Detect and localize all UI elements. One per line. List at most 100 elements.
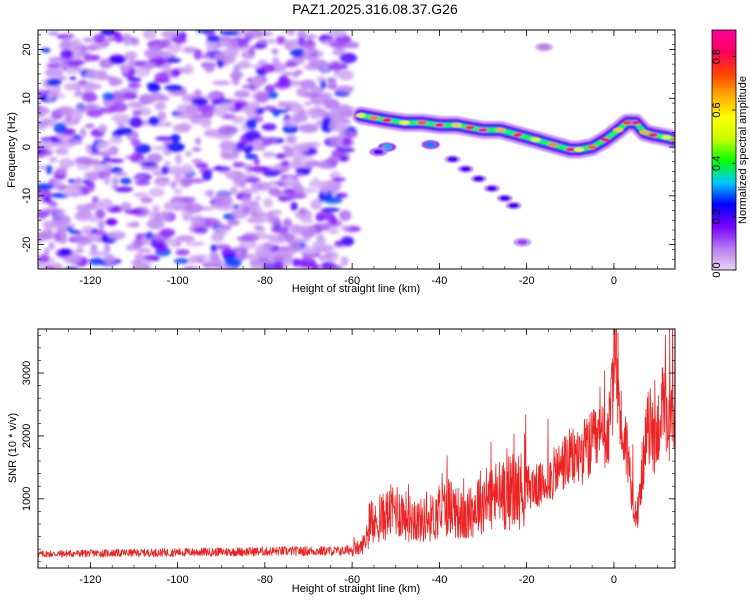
noise-blob	[206, 44, 218, 52]
noise-blob	[140, 196, 153, 204]
noise-blob	[298, 258, 317, 268]
x-tick-label: -60	[344, 574, 360, 586]
noise-blob	[88, 215, 100, 223]
x-tick-label: -20	[519, 574, 535, 586]
noise-blob	[103, 174, 111, 186]
noise-blob	[226, 219, 240, 226]
spectrogram-x-axis-label: Height of straight line (km)	[292, 283, 420, 295]
noise-blob	[139, 60, 147, 66]
isolated-blob	[539, 44, 550, 50]
noise-blob	[213, 226, 228, 237]
noise-blob	[344, 41, 360, 49]
colorbar-ticks: 0.0 0.2 0.4 0.6 0.8	[711, 49, 736, 278]
noise-blob	[291, 113, 309, 123]
noise-blob	[284, 61, 298, 68]
noise-blob	[271, 215, 281, 226]
noise-blob	[242, 199, 251, 207]
noise-blob	[191, 97, 209, 106]
noise-blob	[315, 211, 335, 221]
colorbar-tick-label: 0.8	[711, 49, 723, 64]
signal-hotspot	[434, 123, 445, 128]
noise-blob	[54, 147, 69, 155]
signal-hotspot	[512, 132, 523, 137]
y-tick-label: 1000	[21, 487, 33, 511]
noise-blob	[102, 162, 113, 173]
noise-blob	[109, 145, 119, 156]
noise-blob	[170, 133, 181, 143]
noise-blob	[125, 222, 140, 227]
noise-blob	[48, 57, 65, 64]
noise-blob	[160, 165, 170, 175]
noise-blob	[151, 44, 161, 49]
noise-blob	[43, 247, 50, 256]
noise-blob	[262, 151, 276, 158]
noise-blob	[245, 177, 261, 183]
y-tick-label: 0	[21, 144, 33, 150]
spectrogram-y-ticks: 20 10 0 -10 -20	[21, 34, 675, 270]
colorbar-tick-label: 0.0	[711, 262, 723, 277]
noise-blob	[140, 161, 158, 167]
noise-blob	[192, 147, 202, 152]
noise-blob	[91, 196, 99, 204]
noise-blob	[97, 140, 111, 147]
noise-blob	[102, 92, 115, 101]
noise-blob	[38, 124, 47, 131]
noise-blob	[309, 108, 318, 120]
noise-blob	[159, 210, 170, 221]
noise-blob	[94, 201, 104, 209]
noise-blob	[331, 149, 346, 158]
noise-blob	[224, 257, 243, 267]
noise-blob	[108, 77, 123, 86]
noise-blob	[305, 160, 320, 168]
noise-blob	[164, 57, 182, 63]
noise-blob	[298, 207, 308, 215]
noise-blob	[233, 175, 248, 187]
noise-blob	[65, 69, 77, 75]
colorbar-tick-label: 0.2	[711, 209, 723, 224]
noise-blob	[261, 123, 277, 131]
noise-blob	[44, 67, 64, 78]
noise-blob	[339, 210, 352, 221]
noise-blob	[197, 54, 212, 59]
noise-blob	[164, 84, 183, 92]
noise-blob	[194, 137, 202, 146]
x-tick-label: -100	[167, 275, 189, 287]
isolated-blob	[373, 149, 384, 155]
noise-blob	[241, 106, 255, 114]
noise-blob	[263, 136, 278, 144]
noise-blob	[42, 207, 61, 214]
noise-blob	[81, 225, 94, 233]
noise-blob	[107, 36, 116, 42]
noise-blob	[301, 231, 315, 239]
noise-blob	[318, 191, 325, 203]
x-tick-label: -40	[431, 574, 447, 586]
noise-blob	[288, 102, 303, 114]
noise-blob	[172, 36, 187, 44]
noise-blob	[320, 207, 341, 213]
noise-blob	[272, 261, 285, 269]
noise-blob	[120, 202, 132, 212]
noise-blob	[240, 188, 260, 194]
noise-blob	[246, 111, 256, 119]
noise-blob	[324, 250, 339, 262]
noise-blob	[78, 79, 88, 86]
noise-blob	[147, 83, 161, 93]
noise-blob	[342, 106, 355, 112]
noise-blob	[185, 241, 205, 247]
noise-blob	[132, 109, 142, 117]
noise-blob	[69, 76, 77, 81]
noise-blob	[47, 31, 60, 36]
noise-blob	[59, 158, 75, 169]
noise-blob	[74, 177, 83, 186]
isolated-blob	[517, 239, 528, 245]
noise-blob	[127, 101, 141, 109]
noise-blob	[219, 30, 240, 36]
noise-blob	[74, 156, 94, 165]
noise-blob	[251, 139, 264, 151]
isolated-blob	[425, 142, 436, 148]
spectrogram-x-ticks: -120 -100 -80 -60 -40 -20 0	[46, 30, 658, 287]
noise-blob	[299, 79, 317, 89]
noise-blob	[191, 158, 203, 164]
noise-blob	[282, 218, 292, 228]
signal-hotspot	[530, 137, 541, 142]
